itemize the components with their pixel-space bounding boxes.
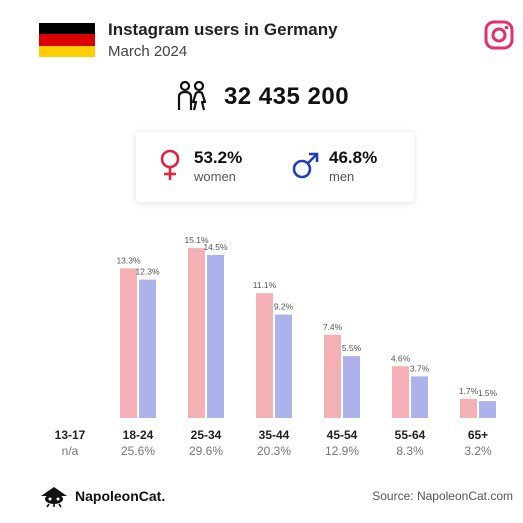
bar-value-label-18-24-series-1: 13.3% bbox=[116, 255, 141, 265]
bar-45-54-series-1 bbox=[324, 334, 341, 418]
age-group-share-35-44: 20.3% bbox=[257, 444, 291, 458]
women-label: women bbox=[194, 169, 236, 184]
age-gender-bar-chart: 13-17 n/a 13.3% 12.3% 18-24 25.6% 15.1%14.5% 25… bbox=[55, 235, 498, 458]
age-group-label-13-17: 13-17 bbox=[55, 428, 86, 442]
total-users: 32 435 200 bbox=[0, 80, 523, 114]
bar-55-64-series-1 bbox=[392, 366, 409, 418]
age-group-label-25-34: 25-34 bbox=[191, 428, 222, 442]
napoleoncat-cat-icon bbox=[41, 487, 67, 508]
bar-55-64-series-2 bbox=[411, 376, 428, 418]
instagram-icon bbox=[484, 20, 514, 50]
men-stat: 46.8% men bbox=[291, 148, 377, 186]
age-group-share-18-24: 25.6% bbox=[121, 444, 155, 458]
age-group-share-25-34: 29.6% bbox=[189, 444, 223, 458]
bar-value-label-55-64-series-1: 4.6% bbox=[391, 353, 411, 363]
bar-65+-series-2 bbox=[479, 401, 496, 418]
bar-value-label-35-44-series-1: 11.1% bbox=[253, 280, 277, 290]
age-group-share-65+: 3.2% bbox=[464, 444, 492, 458]
women-stat: 53.2% women bbox=[156, 148, 242, 186]
bar-18-24-series-2 bbox=[139, 279, 156, 418]
age-group-label-35-44: 35-44 bbox=[259, 428, 290, 442]
bar-value-label-18-24-series-2: 12.3% bbox=[135, 267, 160, 277]
bar-35-44-series-2 bbox=[275, 314, 292, 418]
age-group-label-65+: 65+ bbox=[468, 428, 488, 442]
bar-value-label-65+-series-2: 1.5% bbox=[478, 388, 498, 398]
bar-25-34-series-1 bbox=[188, 248, 205, 418]
bar-value-label-25-34-series-2: 14.5% bbox=[203, 242, 228, 252]
footer-brand: NapoleonCat. bbox=[75, 488, 166, 504]
age-group-share-45-54: 12.9% bbox=[325, 444, 359, 458]
bar-value-label-45-54-series-2: 5.5% bbox=[342, 343, 362, 353]
bar-value-label-55-64-series-2: 3.7% bbox=[410, 363, 430, 373]
men-share: 46.8% bbox=[329, 148, 378, 167]
gender-split-card: 53.2% women 46.8% men bbox=[136, 132, 414, 202]
napoleoncat-logo: NapoleonCat. bbox=[39, 484, 165, 508]
men-label: men bbox=[329, 169, 355, 184]
age-group-label-55-64: 55-64 bbox=[395, 428, 426, 442]
women-share: 53.2% bbox=[194, 148, 243, 167]
male-symbol-icon bbox=[292, 152, 319, 179]
bar-18-24-series-1 bbox=[120, 268, 137, 418]
users-icon bbox=[177, 80, 207, 111]
germany-flag-icon bbox=[39, 23, 95, 57]
bar-35-44-series-1 bbox=[256, 293, 273, 418]
bar-value-label-25-34-series-1: 15.1% bbox=[184, 235, 209, 245]
bar-value-label-45-54-series-1: 7.4% bbox=[323, 322, 343, 332]
age-group-share-55-64: 8.3% bbox=[396, 444, 424, 458]
source-note: Source: NapoleonCat.com bbox=[372, 489, 513, 503]
total-users-value: 32 435 200 bbox=[223, 83, 350, 110]
bar-25-34-series-2 bbox=[207, 254, 224, 418]
age-group-label-18-24: 18-24 bbox=[123, 428, 154, 442]
flag-stripe-gold bbox=[39, 45, 95, 57]
flag-stripe-red bbox=[39, 34, 95, 46]
age-group-label-45-54: 45-54 bbox=[327, 428, 358, 442]
bar-45-54-series-2 bbox=[343, 356, 360, 418]
bar-value-label-65+-series-1: 1.7% bbox=[459, 386, 479, 396]
page-subtitle: March 2024 bbox=[108, 43, 188, 60]
age-group-share-13-17: n/a bbox=[62, 444, 79, 458]
bar-65+-series-1 bbox=[460, 398, 477, 418]
page-title: Instagram users in Germany bbox=[108, 20, 338, 39]
flag-stripe-black bbox=[39, 23, 95, 35]
bar-value-label-35-44-series-2: 9.2% bbox=[274, 302, 294, 312]
female-symbol-icon bbox=[160, 149, 180, 180]
